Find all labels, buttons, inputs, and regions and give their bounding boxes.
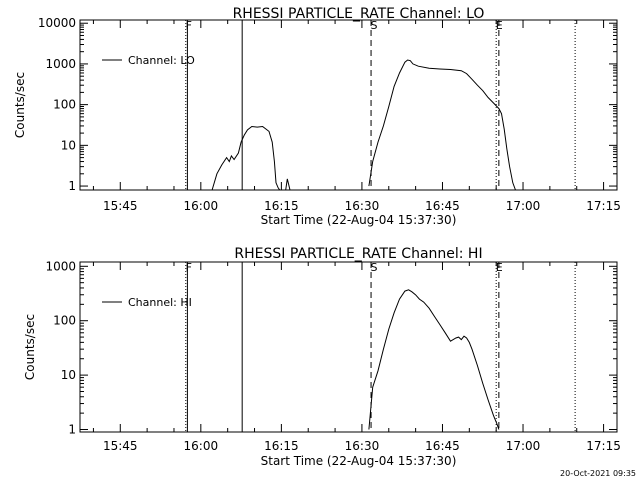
y-tick-label: 1000	[45, 259, 76, 273]
legend-label: Channel: HI	[128, 296, 192, 309]
chart-title: RHESSI PARTICLE_RATE Channel: LO	[233, 6, 485, 22]
x-tick-label: 16:00	[184, 199, 219, 213]
marker-label: S	[371, 19, 378, 32]
x-tick-label: 15:45	[103, 199, 138, 213]
marker-label: F	[186, 261, 192, 274]
x-tick-label: 16:00	[184, 439, 219, 453]
chart-panel-2: RHESSI PARTICLE_RATE Channel: HI Counts/s…	[23, 246, 621, 468]
y-tick-label: 10	[61, 368, 76, 382]
x-tick-label: 16:45	[425, 439, 460, 453]
chart-panel-1: RHESSI PARTICLE_RATE Channel: LO Counts/s…	[13, 6, 621, 227]
chart-title: RHESSI PARTICLE_RATE Channel: HI	[234, 246, 482, 262]
x-tick-label: 17:00	[506, 199, 541, 213]
y-tick-label: 1000	[45, 57, 76, 71]
x-axis-label: Start Time (22-Aug-04 15:37:30)	[261, 213, 457, 227]
footer-timestamp: 20-Oct-2021 09:35	[560, 469, 636, 478]
series-line	[368, 289, 500, 430]
y-axis-label: Counts/sec	[13, 72, 27, 138]
x-tick-label: 17:00	[506, 439, 541, 453]
series-line	[211, 125, 281, 190]
plot-frame	[79, 261, 618, 433]
y-tick-label: 100	[53, 98, 76, 112]
series-line	[368, 59, 516, 190]
legend-label: Channel: LO	[128, 54, 195, 67]
marker-label: S	[371, 261, 378, 274]
series-line	[285, 178, 291, 190]
x-tick-label: 15:45	[103, 439, 138, 453]
plot-frame	[79, 19, 618, 191]
x-tick-label: 16:15	[264, 439, 299, 453]
marker-label: F	[186, 19, 192, 32]
y-tick-label: 100	[53, 314, 76, 328]
y-tick-label: 10	[61, 138, 76, 152]
x-tick-label: 16:30	[345, 199, 380, 213]
y-tick-label: 1	[68, 423, 76, 437]
y-tick-label: 10000	[38, 16, 76, 30]
x-tick-label: 16:30	[345, 439, 380, 453]
x-tick-label: 16:15	[264, 199, 299, 213]
y-tick-label: 1	[68, 179, 76, 193]
x-axis-label: Start Time (22-Aug-04 15:37:30)	[261, 454, 457, 468]
x-tick-label: 17:15	[586, 199, 621, 213]
y-axis-label: Counts/sec	[23, 314, 37, 380]
x-tick-label: 16:45	[425, 199, 460, 213]
x-tick-label: 17:15	[586, 439, 621, 453]
